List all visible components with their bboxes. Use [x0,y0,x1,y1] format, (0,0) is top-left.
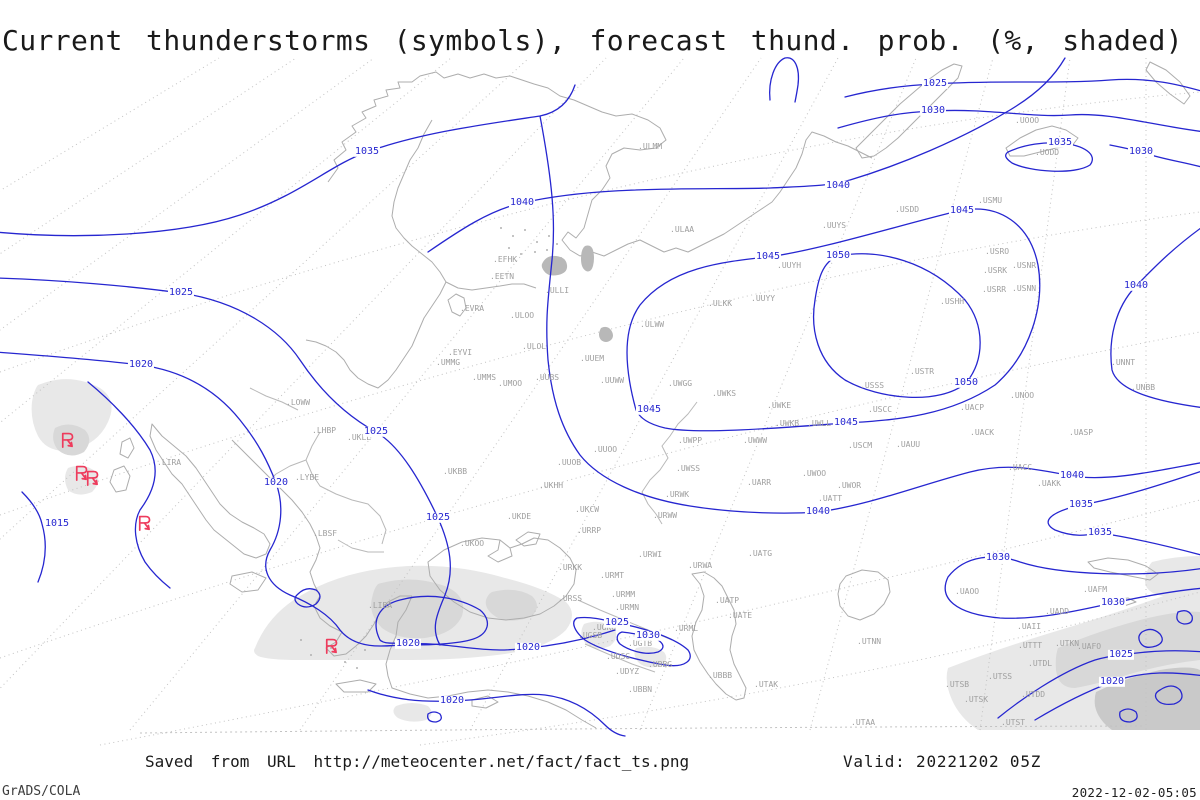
valid-time-label: Valid: 20221202 05Z [843,752,1042,771]
probability-shading [31,379,1200,730]
saved-from-url-note: Saved from URL http://meteocenter.net/fa… [145,752,690,771]
graticule [0,57,1200,746]
map-title: Current thunderstorms (symbols), forecas… [2,24,1183,57]
lakes [541,245,613,342]
grads-credit: GrADS/COLA [2,784,81,799]
creation-timestamp: 2022-12-02-05:05 [1071,785,1197,800]
isobar-contours [0,57,1200,737]
